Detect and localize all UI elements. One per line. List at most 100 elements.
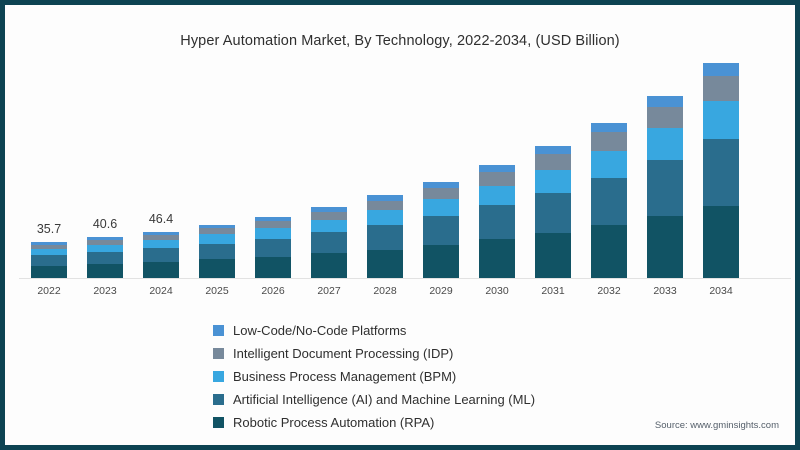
bar-segment-bpm xyxy=(647,128,683,161)
bar-group xyxy=(255,216,291,278)
legend-swatch-icon xyxy=(213,417,224,428)
legend-item-label: Artificial Intelligence (AI) and Machine… xyxy=(233,392,536,407)
bar-segment-lcnc xyxy=(591,122,627,133)
x-tick-2032: 2032 xyxy=(597,285,621,297)
bar-segment-lcnc xyxy=(31,242,67,245)
bar-segment-aiml xyxy=(535,192,571,233)
x-tick-2029: 2029 xyxy=(429,285,453,297)
bar-segment-rpa xyxy=(647,216,683,278)
legend-item-aiml[interactable]: Artificial Intelligence (AI) and Machine… xyxy=(213,388,643,411)
bar-segment-aiml xyxy=(311,232,347,254)
x-tick-2033: 2033 xyxy=(653,285,677,297)
bar-group xyxy=(479,165,515,278)
bar-segment-lcnc xyxy=(199,224,235,229)
legend-item-label: Robotic Process Automation (RPA) xyxy=(233,415,435,430)
x-tick-2023: 2023 xyxy=(93,285,117,297)
bar-segment-bpm xyxy=(367,210,403,225)
bar-segment-idp xyxy=(367,200,403,211)
legend-item-bpm[interactable]: Business Process Management (BPM) xyxy=(213,365,643,388)
x-tick-2031: 2031 xyxy=(541,285,565,297)
bar-segment-lcnc xyxy=(423,181,459,188)
bar-segment-rpa xyxy=(255,256,291,278)
source-attribution: Source: www.gminsights.com xyxy=(654,420,779,431)
legend-item-rpa[interactable]: Robotic Process Automation (RPA) xyxy=(213,411,643,434)
bar-group xyxy=(703,63,739,278)
legend-swatch-icon xyxy=(213,348,224,359)
bar-segment-lcnc xyxy=(87,237,123,241)
bar-segment-idp xyxy=(535,154,571,170)
stacked-bar xyxy=(255,216,291,278)
bar-segment-rpa xyxy=(423,244,459,278)
bar-segment-bpm xyxy=(255,227,291,239)
bar-group xyxy=(535,145,571,278)
bar-segment-rpa xyxy=(591,225,627,278)
legend-item-lcnc[interactable]: Low-Code/No-Code Platforms xyxy=(213,319,643,342)
stacked-bar xyxy=(367,195,403,278)
bar-segment-bpm xyxy=(479,185,515,206)
bar-segment-idp xyxy=(311,211,347,220)
bar-segment-bpm xyxy=(423,199,459,216)
x-tick-2022: 2022 xyxy=(37,285,61,297)
x-tick-2034: 2034 xyxy=(709,285,733,297)
legend-item-idp[interactable]: Intelligent Document Processing (IDP) xyxy=(213,342,643,365)
stacked-bar xyxy=(423,181,459,278)
bar-segment-idp xyxy=(31,244,67,249)
bar-segment-aiml xyxy=(87,252,123,264)
legend-swatch-icon xyxy=(213,371,224,382)
bar-segment-idp xyxy=(255,220,291,228)
bar-segment-aiml xyxy=(703,139,739,206)
bar-group xyxy=(199,224,235,278)
x-axis-line xyxy=(19,278,791,279)
bar-segment-idp xyxy=(423,187,459,199)
bar-group xyxy=(591,122,627,278)
bar-segment-bpm xyxy=(535,169,571,193)
bar-segment-rpa xyxy=(311,253,347,278)
bar-segment-lcnc xyxy=(143,231,179,235)
bar-segment-lcnc xyxy=(479,165,515,173)
bar-value-label: 46.4 xyxy=(148,211,174,226)
bar-segment-rpa xyxy=(143,261,179,278)
bar-segment-aiml xyxy=(255,238,291,257)
bar-segment-lcnc xyxy=(367,195,403,201)
plot-area: 35.7 40.6 46.4 xyxy=(19,63,791,278)
chart-legend: Low-Code/No-Code Platforms Intelligent Do… xyxy=(213,319,643,434)
bar-group: 40.6 xyxy=(87,217,123,278)
stacked-bar xyxy=(703,63,739,278)
x-tick-2028: 2028 xyxy=(373,285,397,297)
stacked-bar xyxy=(591,122,627,278)
bar-segment-aiml xyxy=(31,255,67,266)
chart-canvas: Hyper Automation Market, By Technology, … xyxy=(5,5,795,445)
bar-segment-rpa xyxy=(535,232,571,278)
stacked-bar xyxy=(143,231,179,278)
bar-value-label: 40.6 xyxy=(92,217,118,232)
bar-segment-aiml xyxy=(143,248,179,262)
bar-segment-idp xyxy=(199,228,235,235)
bar-segment-bpm xyxy=(87,244,123,253)
x-tick-2026: 2026 xyxy=(261,285,285,297)
stacked-bar xyxy=(479,165,515,278)
bar-group: 35.7 xyxy=(31,222,67,278)
bar-segment-aiml xyxy=(367,224,403,250)
chart-title: Hyper Automation Market, By Technology, … xyxy=(180,33,620,49)
bar-segment-aiml xyxy=(479,205,515,240)
bar-group: 46.4 xyxy=(143,212,179,278)
bar-segment-aiml xyxy=(647,160,683,217)
bar-segment-lcnc xyxy=(647,95,683,107)
bar-segment-rpa xyxy=(31,265,67,278)
stacked-bar xyxy=(199,224,235,278)
x-tick-2024: 2024 xyxy=(149,285,173,297)
bar-segment-rpa xyxy=(703,205,739,278)
stacked-bar xyxy=(87,237,123,278)
bar-segment-bpm xyxy=(199,234,235,244)
bar-segment-rpa xyxy=(479,239,515,278)
bar-group xyxy=(647,95,683,278)
stacked-bar xyxy=(535,145,571,278)
x-tick-2030: 2030 xyxy=(485,285,509,297)
bar-segment-bpm xyxy=(143,240,179,249)
bar-segment-bpm xyxy=(703,101,739,140)
bar-segment-lcnc xyxy=(535,145,571,155)
bar-segment-bpm xyxy=(311,219,347,233)
x-axis-tick-labels: 2022 2023 2024 2025 2026 2027 2028 2029 2030 2031… xyxy=(19,285,791,303)
bar-segment-aiml xyxy=(199,243,235,260)
